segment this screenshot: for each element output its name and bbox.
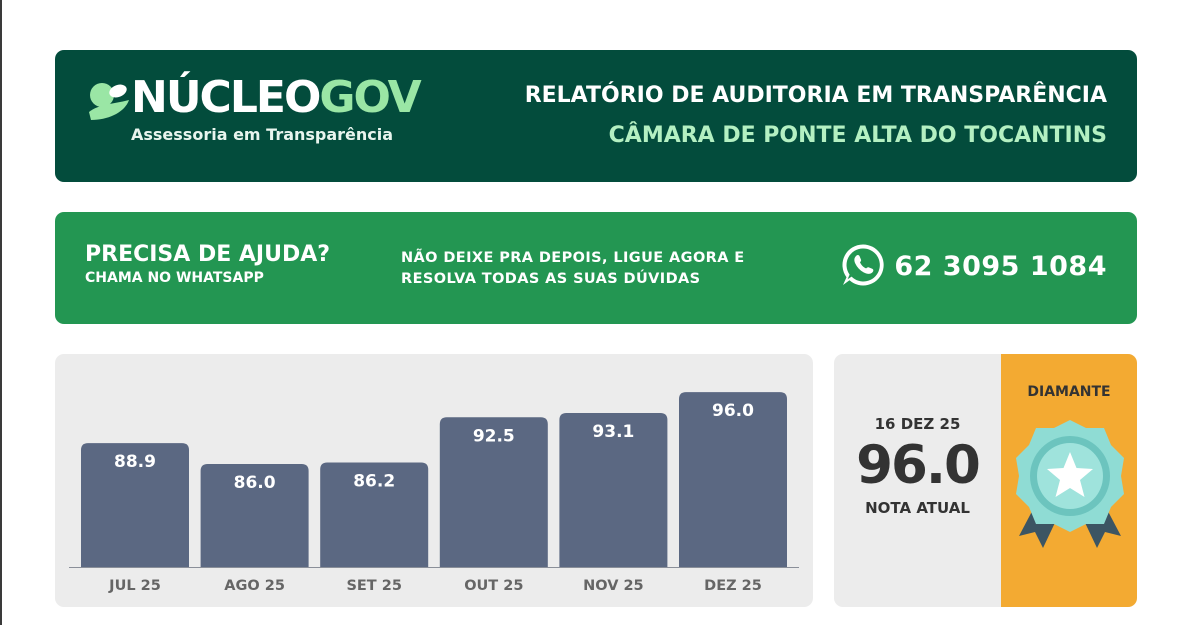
help-banner[interactable]: PRECISA DE AJUDA? CHAMA NO WHATSAPP NÃO … bbox=[55, 212, 1137, 324]
level-label: DIAMANTE bbox=[1027, 384, 1111, 400]
bar-4 bbox=[559, 412, 668, 567]
bar-value-label-0: 88.9 bbox=[114, 452, 156, 472]
help-subtitle: CHAMA NO WHATSAPP bbox=[85, 270, 264, 286]
help-message-line1: NÃO DEIXE PRA DEPOIS, LIGUE AGORA E bbox=[401, 250, 745, 266]
category-label-0: JUL 25 bbox=[108, 578, 161, 594]
level-badge: DIAMANTE bbox=[1001, 354, 1137, 607]
category-label-5: DEZ 25 bbox=[704, 578, 762, 594]
logo-wordmark: NÚCLEOGOV bbox=[131, 72, 422, 124]
diamond-medal-icon bbox=[1016, 420, 1124, 548]
logo-leaf-icon bbox=[89, 83, 129, 120]
score-label: NOTA ATUAL bbox=[865, 499, 970, 517]
phone-number[interactable]: 62 3095 1084 bbox=[894, 251, 1107, 282]
logo-word-part1: NÚCLEO bbox=[131, 72, 321, 123]
bar-chart: 88.9 JUL 25 86.0 AGO 25 86.2 SET 25 92.5 OUT 25… bbox=[69, 392, 799, 594]
report-header: NÚCLEOGOV Assessoria em Transparência RE… bbox=[55, 50, 1137, 182]
bar-5 bbox=[679, 392, 787, 567]
logo-word-part2: GOV bbox=[319, 72, 421, 123]
logo-subtitle: Assessoria em Transparência bbox=[131, 125, 394, 144]
current-score-panel: 16 DEZ 25 96.0 NOTA ATUAL DIAMANTE bbox=[834, 354, 1137, 607]
category-label-2: SET 25 bbox=[346, 578, 401, 594]
report-title: RELATÓRIO DE AUDITORIA EM TRANSPARÊNCIA bbox=[524, 83, 1107, 108]
bar-1 bbox=[200, 463, 309, 567]
score-date: 16 DEZ 25 bbox=[874, 415, 961, 433]
whatsapp-icon[interactable] bbox=[840, 242, 886, 288]
bar-3 bbox=[439, 417, 548, 567]
page-left-rule bbox=[0, 0, 2, 625]
bar-value-label-4: 93.1 bbox=[592, 422, 634, 442]
bar-value-label-5: 96.0 bbox=[712, 401, 754, 421]
score-value: 96.0 bbox=[856, 435, 981, 496]
category-label-4: NOV 25 bbox=[583, 578, 644, 594]
help-message: NÃO DEIXE PRA DEPOIS, LIGUE AGORA E RESO… bbox=[401, 248, 745, 290]
category-label-3: OUT 25 bbox=[464, 578, 523, 594]
score-history-chart: 88.9 JUL 25 86.0 AGO 25 86.2 SET 25 92.5 OUT 25… bbox=[55, 354, 813, 607]
bar-0 bbox=[81, 443, 189, 567]
bar-value-label-3: 92.5 bbox=[473, 426, 515, 446]
bar-value-label-1: 86.0 bbox=[234, 473, 276, 493]
category-label-1: AGO 25 bbox=[224, 578, 285, 594]
report-subtitle: CÂMARA DE PONTE ALTA DO TOCANTINS bbox=[608, 123, 1107, 148]
bar-2 bbox=[320, 462, 429, 567]
nucleogov-logo: NÚCLEOGOV Assessoria em Transparência bbox=[85, 72, 422, 158]
help-message-line2: RESOLVA TODAS AS SUAS DÚVIDAS bbox=[401, 271, 701, 287]
bar-value-label-2: 86.2 bbox=[353, 472, 395, 492]
help-title: PRECISA DE AJUDA? bbox=[85, 242, 331, 267]
